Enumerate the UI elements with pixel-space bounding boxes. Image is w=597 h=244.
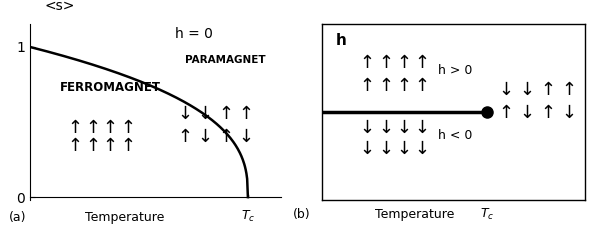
Text: ↓: ↓ [378,119,393,137]
Text: ↑: ↑ [415,77,430,95]
Text: ↓: ↓ [198,105,213,123]
Text: ↓: ↓ [359,119,374,137]
Text: ↓: ↓ [520,103,535,122]
Text: h = 0: h = 0 [176,28,213,41]
Text: ↑: ↑ [541,81,556,99]
Text: ↑: ↑ [103,119,118,137]
Text: ↑: ↑ [120,119,135,137]
Text: ↑: ↑ [396,54,411,72]
Text: ↑: ↑ [238,105,253,123]
Text: ↑: ↑ [562,81,577,99]
Text: PARAMAGNET: PARAMAGNET [185,55,266,65]
Text: ↓: ↓ [520,81,535,99]
Text: ↑: ↑ [415,54,430,72]
Text: ↑: ↑ [178,128,193,146]
Text: ↑: ↑ [67,119,82,137]
Text: Temperature: Temperature [85,211,165,224]
Text: ↑: ↑ [103,137,118,155]
Text: ↑: ↑ [378,77,393,95]
Text: h > 0: h > 0 [438,64,472,77]
Text: ↑: ↑ [498,103,514,122]
Text: ↑: ↑ [85,137,100,155]
Text: ↑: ↑ [378,54,393,72]
Text: (b): (b) [293,208,310,221]
Text: ↑: ↑ [67,137,82,155]
Text: $T_c$: $T_c$ [241,209,255,224]
Text: $T_c$: $T_c$ [479,207,494,222]
Text: ↓: ↓ [359,140,374,158]
Text: ↓: ↓ [415,140,430,158]
Text: ↑: ↑ [218,128,233,146]
Text: <s>: <s> [45,0,75,13]
Text: (a): (a) [8,211,26,224]
Text: ↓: ↓ [198,128,213,146]
Text: ↑: ↑ [120,137,135,155]
Text: h: h [336,33,346,49]
Text: Temperature: Temperature [375,208,454,221]
Text: ↑: ↑ [85,119,100,137]
Text: ↓: ↓ [396,140,411,158]
Text: ↓: ↓ [178,105,193,123]
Text: ↑: ↑ [359,54,374,72]
Text: ↓: ↓ [238,128,253,146]
Text: FERROMAGNET: FERROMAGNET [60,81,161,94]
Text: ↓: ↓ [396,119,411,137]
Text: ↓: ↓ [378,140,393,158]
Text: ↑: ↑ [396,77,411,95]
Text: ↓: ↓ [415,119,430,137]
Text: ↓: ↓ [562,103,577,122]
Text: ↓: ↓ [498,81,514,99]
Text: h < 0: h < 0 [438,129,472,142]
Text: ↑: ↑ [359,77,374,95]
Text: ↑: ↑ [218,105,233,123]
Text: ↑: ↑ [541,103,556,122]
